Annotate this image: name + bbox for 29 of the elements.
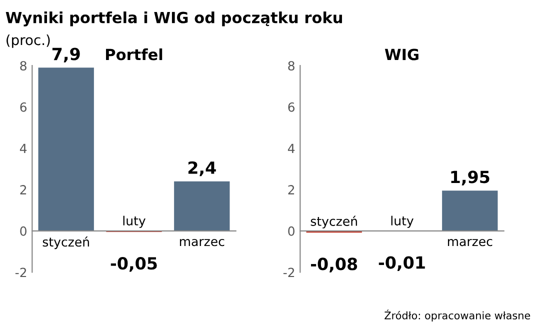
data-label: -0,08 [310,258,358,272]
y-tick-label: 2 [288,185,294,194]
chart-title: Portfel [106,48,162,60]
text: Źródło: opracowanie własne [384,310,530,322]
y-tick-label: 0 [288,226,294,236]
x-tick-label: styczeń [42,236,89,250]
y-tick-label: 4 [20,144,27,154]
data-label: 2,4 [188,161,216,176]
y-tick-label: 8 [20,61,26,71]
data-label: -0,05 [110,257,157,272]
data-label: -0,01 [378,256,425,271]
y-tick-label: -2 [15,268,26,277]
data-label: 7,9 [52,48,80,62]
x-tick-label: styczeń [310,216,357,228]
x-tick-label: luty [123,216,146,228]
y-tick-label: 8 [288,61,294,71]
x-tick-label: marzec [180,238,224,246]
y-tick-label: 6 [20,102,27,112]
y-tick-label: 2 [20,185,26,194]
y-tick-label: 4 [288,144,295,154]
y-tick-label: 6 [288,102,295,112]
x-tick-label: marzec [448,238,492,246]
chart-title: WIG [384,48,418,60]
y-tick-label: -2 [283,268,294,277]
text: Wyniki portfela i WIG od początku roku [6,11,342,26]
text: (proc.) [6,34,50,48]
y-tick-label: 0 [20,226,26,236]
data-label: 1,95 [451,170,490,186]
x-tick-label: luty [391,216,414,228]
